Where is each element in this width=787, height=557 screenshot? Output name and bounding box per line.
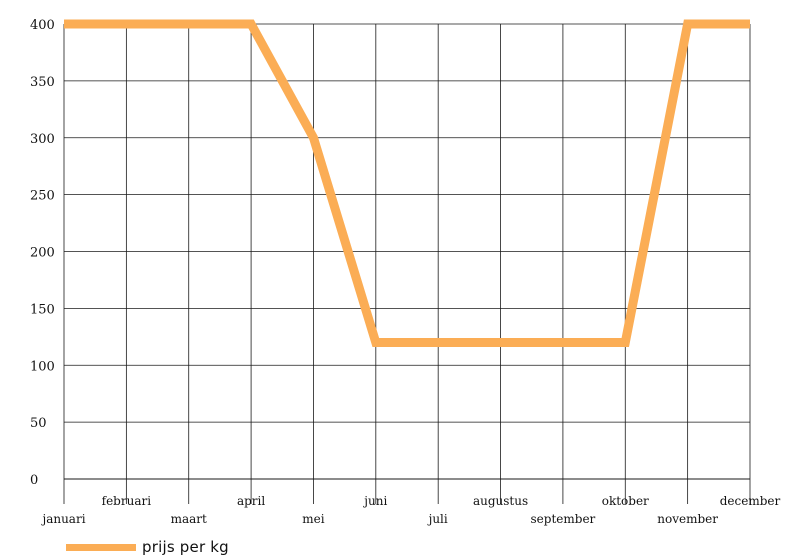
line-chart: 0 50 100 150 200 250 300 350 400 januari februari m… [30, 18, 781, 526]
x-tick-label: mei [302, 512, 324, 526]
legend: prijs per kg [66, 538, 229, 556]
y-tick-label: 0 [30, 473, 38, 488]
legend-label: prijs per kg [142, 538, 229, 556]
series-line [64, 19, 750, 347]
x-tick-label: november [657, 512, 718, 526]
y-tick-label: 300 [30, 132, 55, 147]
y-tick-label: 200 [30, 246, 55, 261]
x-tick-label: september [531, 512, 596, 526]
y-tick-label: 250 [30, 189, 55, 204]
y-tick-label: 150 [30, 302, 55, 317]
x-tick-label: augustus [473, 494, 528, 508]
x-tick-label: januari [40, 512, 85, 526]
x-tick-label: april [237, 494, 265, 508]
x-tick-label: oktober [602, 494, 649, 508]
y-tick-label: 350 [30, 75, 55, 90]
y-tick-label: 400 [30, 18, 55, 33]
x-tick-label: juli [427, 512, 448, 526]
y-tick-label: 100 [30, 359, 55, 374]
y-tick-label: 50 [30, 416, 47, 431]
x-tick-label: juni [362, 494, 387, 508]
x-tick-label: maart [171, 512, 207, 526]
x-tick-label: februari [102, 494, 152, 508]
x-tick-label: december [720, 494, 781, 508]
legend-swatch [66, 543, 136, 551]
